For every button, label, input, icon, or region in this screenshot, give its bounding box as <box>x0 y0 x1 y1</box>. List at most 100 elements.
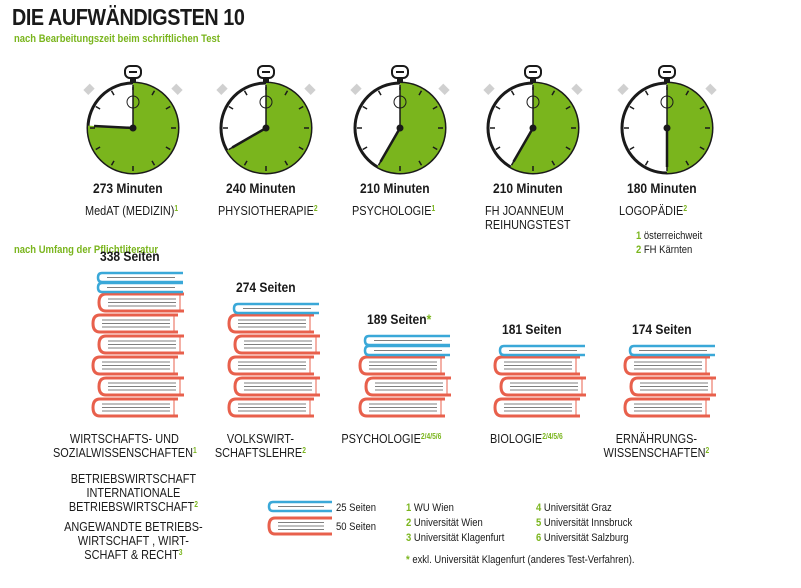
blue-book-icon <box>498 344 585 357</box>
stopwatch-tick <box>699 146 705 151</box>
stopwatch-stem <box>397 77 403 83</box>
extra-label-text: ANGEWANDTE BETRIEBS- WIRTSCHAFT , WIRT- … <box>64 519 203 562</box>
blue-book-icon <box>628 344 715 357</box>
book-label: PSYCHOLOGIE2/4/5/6 <box>320 432 463 446</box>
stopwatch-side-button <box>438 83 450 95</box>
stopwatch-tick <box>565 146 571 151</box>
extra-label-betriebswirtschaft: BETRIEBSWIRTSCHAFT INTERNATIONALE BETRIE… <box>62 472 205 514</box>
legend-text: FH Kärnten <box>643 244 693 256</box>
timer-label: PSYCHOLOGIE1 <box>352 204 435 218</box>
red-book-icon <box>493 397 580 418</box>
timer-value: 273 Minuten <box>93 180 163 196</box>
stopwatch-center <box>529 124 537 132</box>
stopwatch-icon <box>483 65 583 175</box>
stopwatch-tick <box>432 105 438 110</box>
stopwatch-tick <box>551 90 556 96</box>
book-stack <box>227 302 320 418</box>
time-sector <box>510 83 579 173</box>
red-book-icon <box>623 397 710 418</box>
book-label-sup: 1 <box>192 446 197 455</box>
red-book-icon <box>493 355 580 376</box>
timer-label-text: LOGOPÄDIE <box>619 203 684 218</box>
timer-label: FH JOANNEUM REIHUNGSTEST <box>485 204 571 232</box>
stopwatch-tick <box>432 146 438 151</box>
footnote-mark: * <box>406 554 410 566</box>
timer-label-text: MedAT (MEDIZIN) <box>85 203 175 218</box>
stopwatch-tick <box>284 90 289 96</box>
uni-legend-6: 6 Universität Salzburg <box>536 532 629 544</box>
extra-label-text: BETRIEBSWIRTSCHAFT INTERNATIONALE BETRIE… <box>68 471 197 514</box>
timer-label-text: PHYSIOTHERAPIE <box>218 203 314 218</box>
subtitle-time: nach Bearbeitungszeit beim schriftlichen… <box>14 33 220 45</box>
stopwatch-tick <box>644 160 649 166</box>
timer-value: 240 Minuten <box>226 180 296 196</box>
legend-text: österreichweit <box>643 230 703 242</box>
uni-legend-4: 4 Universität Graz <box>536 502 612 514</box>
timer-value: 210 Minuten <box>493 180 563 196</box>
stopwatch-center <box>396 124 404 132</box>
timer-label-sup: 2 <box>313 204 318 213</box>
red-book-icon <box>358 355 445 376</box>
book-label-sup: 2/4/5/6 <box>420 432 442 441</box>
book-legend-small-label: 25 Seiten <box>336 502 376 514</box>
stopwatch-hand <box>93 124 134 130</box>
stopwatch-icon <box>216 65 316 175</box>
red-book-icon <box>233 334 320 355</box>
stopwatch-tick <box>629 105 635 110</box>
blue-book-icon <box>363 344 450 357</box>
timer-label: LOGOPÄDIE2 <box>619 204 687 218</box>
stopwatch-tick <box>418 160 423 166</box>
blue-book-icon <box>232 302 319 315</box>
book-label-text: BIOLOGIE <box>490 431 543 446</box>
book-label-text: ERNÄHRUNGS- WISSENSCHAFTEN <box>603 431 706 460</box>
page-title: DIE AUFWÄNDIGSTEN 10 <box>12 4 245 30</box>
legend-num: 2 <box>636 244 642 256</box>
book-stack <box>91 271 184 418</box>
stopwatch-side-button <box>350 83 362 95</box>
uni-legend-1: 1 WU Wien <box>406 502 454 514</box>
stopwatch-tick <box>699 105 705 110</box>
book-label: ERNÄHRUNGS- WISSENSCHAFTEN2 <box>585 432 728 460</box>
book-legend-large-label: 50 Seiten <box>336 521 376 533</box>
stopwatch-tick <box>243 160 248 166</box>
timer-label-sup: 1 <box>174 204 179 213</box>
book-value: 174 Seiten <box>632 321 692 337</box>
red-book-icon <box>629 376 716 397</box>
timer-label: PHYSIOTHERAPIE2 <box>218 204 318 218</box>
book-label: BIOLOGIE2/4/5/6 <box>455 432 598 446</box>
red-book-icon <box>97 292 184 313</box>
book-value-asterisk: * <box>426 311 432 327</box>
book-label-text: VOLKSWIRT- SCHAFTSLEHRE <box>214 431 303 460</box>
stopwatch-icon <box>83 65 183 175</box>
stopwatch-tick <box>495 146 501 151</box>
book-stack <box>358 334 451 418</box>
stopwatch-side-button <box>705 83 717 95</box>
red-book-icon <box>364 376 451 397</box>
red-book-icon <box>233 376 320 397</box>
book-stack <box>623 344 716 418</box>
book-label-text: WIRTSCHAFTS- UND SOZIALWISSENSCHAFTEN <box>53 431 193 460</box>
stopwatch-side-button <box>83 83 95 95</box>
book-label-sup: 2/4/5/6 <box>542 432 563 441</box>
book-stack <box>493 344 586 418</box>
footnote: * exkl. Universität Klagenfurt (anderes … <box>406 554 635 566</box>
stopwatch-tick <box>510 90 515 96</box>
red-book-icon <box>227 355 314 376</box>
blue-book-icon <box>96 271 183 284</box>
timer-value: 180 Minuten <box>627 180 697 196</box>
stopwatch-tick <box>228 105 234 110</box>
stopwatch-tick <box>284 160 289 166</box>
stopwatch-tick <box>685 160 690 166</box>
legend-num: 1 <box>636 230 642 242</box>
stopwatch-tick <box>377 90 382 96</box>
footnote-text: exkl. Universität Klagenfurt (anderes Te… <box>412 554 635 566</box>
stopwatch-hand <box>231 126 267 149</box>
book-value: 189 Seiten* <box>367 311 432 327</box>
stopwatch-tick <box>644 90 649 96</box>
timer-label: MedAT (MEDIZIN)1 <box>85 204 178 218</box>
red-book-icon <box>227 397 314 418</box>
red-book-icon <box>97 376 184 397</box>
stopwatch-tick <box>151 160 156 166</box>
red-book-icon <box>623 355 710 376</box>
red-book-icon <box>97 334 184 355</box>
